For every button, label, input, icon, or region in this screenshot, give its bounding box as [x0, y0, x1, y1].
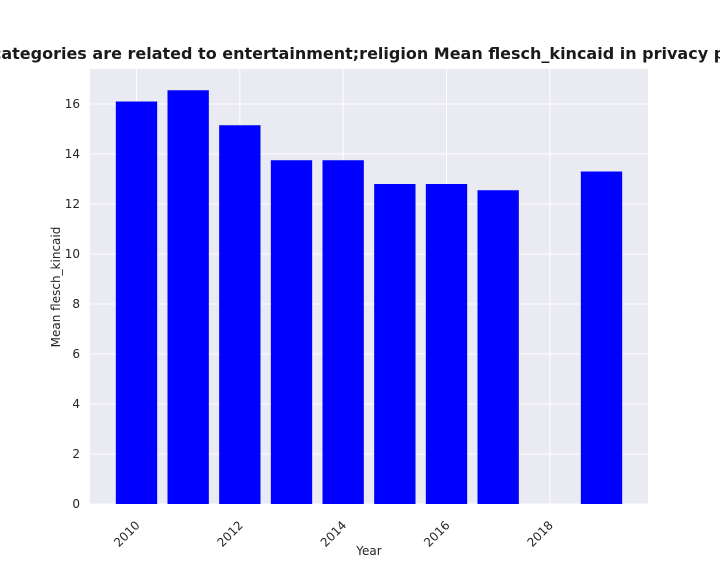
y-tick-label: 14: [65, 147, 80, 161]
y-tick-label: 8: [72, 297, 80, 311]
bar-2019: [580, 171, 623, 504]
x-tick-label: 2010: [111, 518, 142, 549]
chart-title: When categories are related to entertain…: [0, 44, 720, 63]
bar-2013: [270, 160, 313, 504]
bars: [115, 90, 623, 504]
y-tick-label: 0: [72, 497, 80, 511]
y-tick-label: 6: [72, 347, 80, 361]
y-axis-ticks: 0 2 4 6 8 10 12 14 16: [65, 97, 80, 511]
y-tick-label: 12: [65, 197, 80, 211]
y-tick-label: 4: [72, 397, 80, 411]
bar-2011: [167, 90, 209, 504]
bar-2016: [425, 184, 468, 504]
x-tick-label: 2014: [318, 518, 349, 549]
y-tick-label: 10: [65, 247, 80, 261]
x-tick-label: 2012: [214, 518, 245, 549]
bar-2017: [477, 190, 519, 504]
bar-2014: [322, 160, 364, 504]
x-axis-label: Year: [355, 544, 381, 558]
x-tick-label: 2016: [421, 518, 452, 549]
bar-2012: [219, 125, 261, 504]
bar-2015: [374, 184, 416, 504]
y-tick-label: 2: [72, 447, 80, 461]
y-tick-label: 16: [65, 97, 80, 111]
y-axis-label: Mean flesch_kincaid: [49, 227, 63, 348]
bar-2010: [115, 101, 158, 504]
x-axis-ticks: 2010 2012 2014 2016 2018: [111, 518, 556, 549]
x-tick-label: 2018: [524, 518, 555, 549]
